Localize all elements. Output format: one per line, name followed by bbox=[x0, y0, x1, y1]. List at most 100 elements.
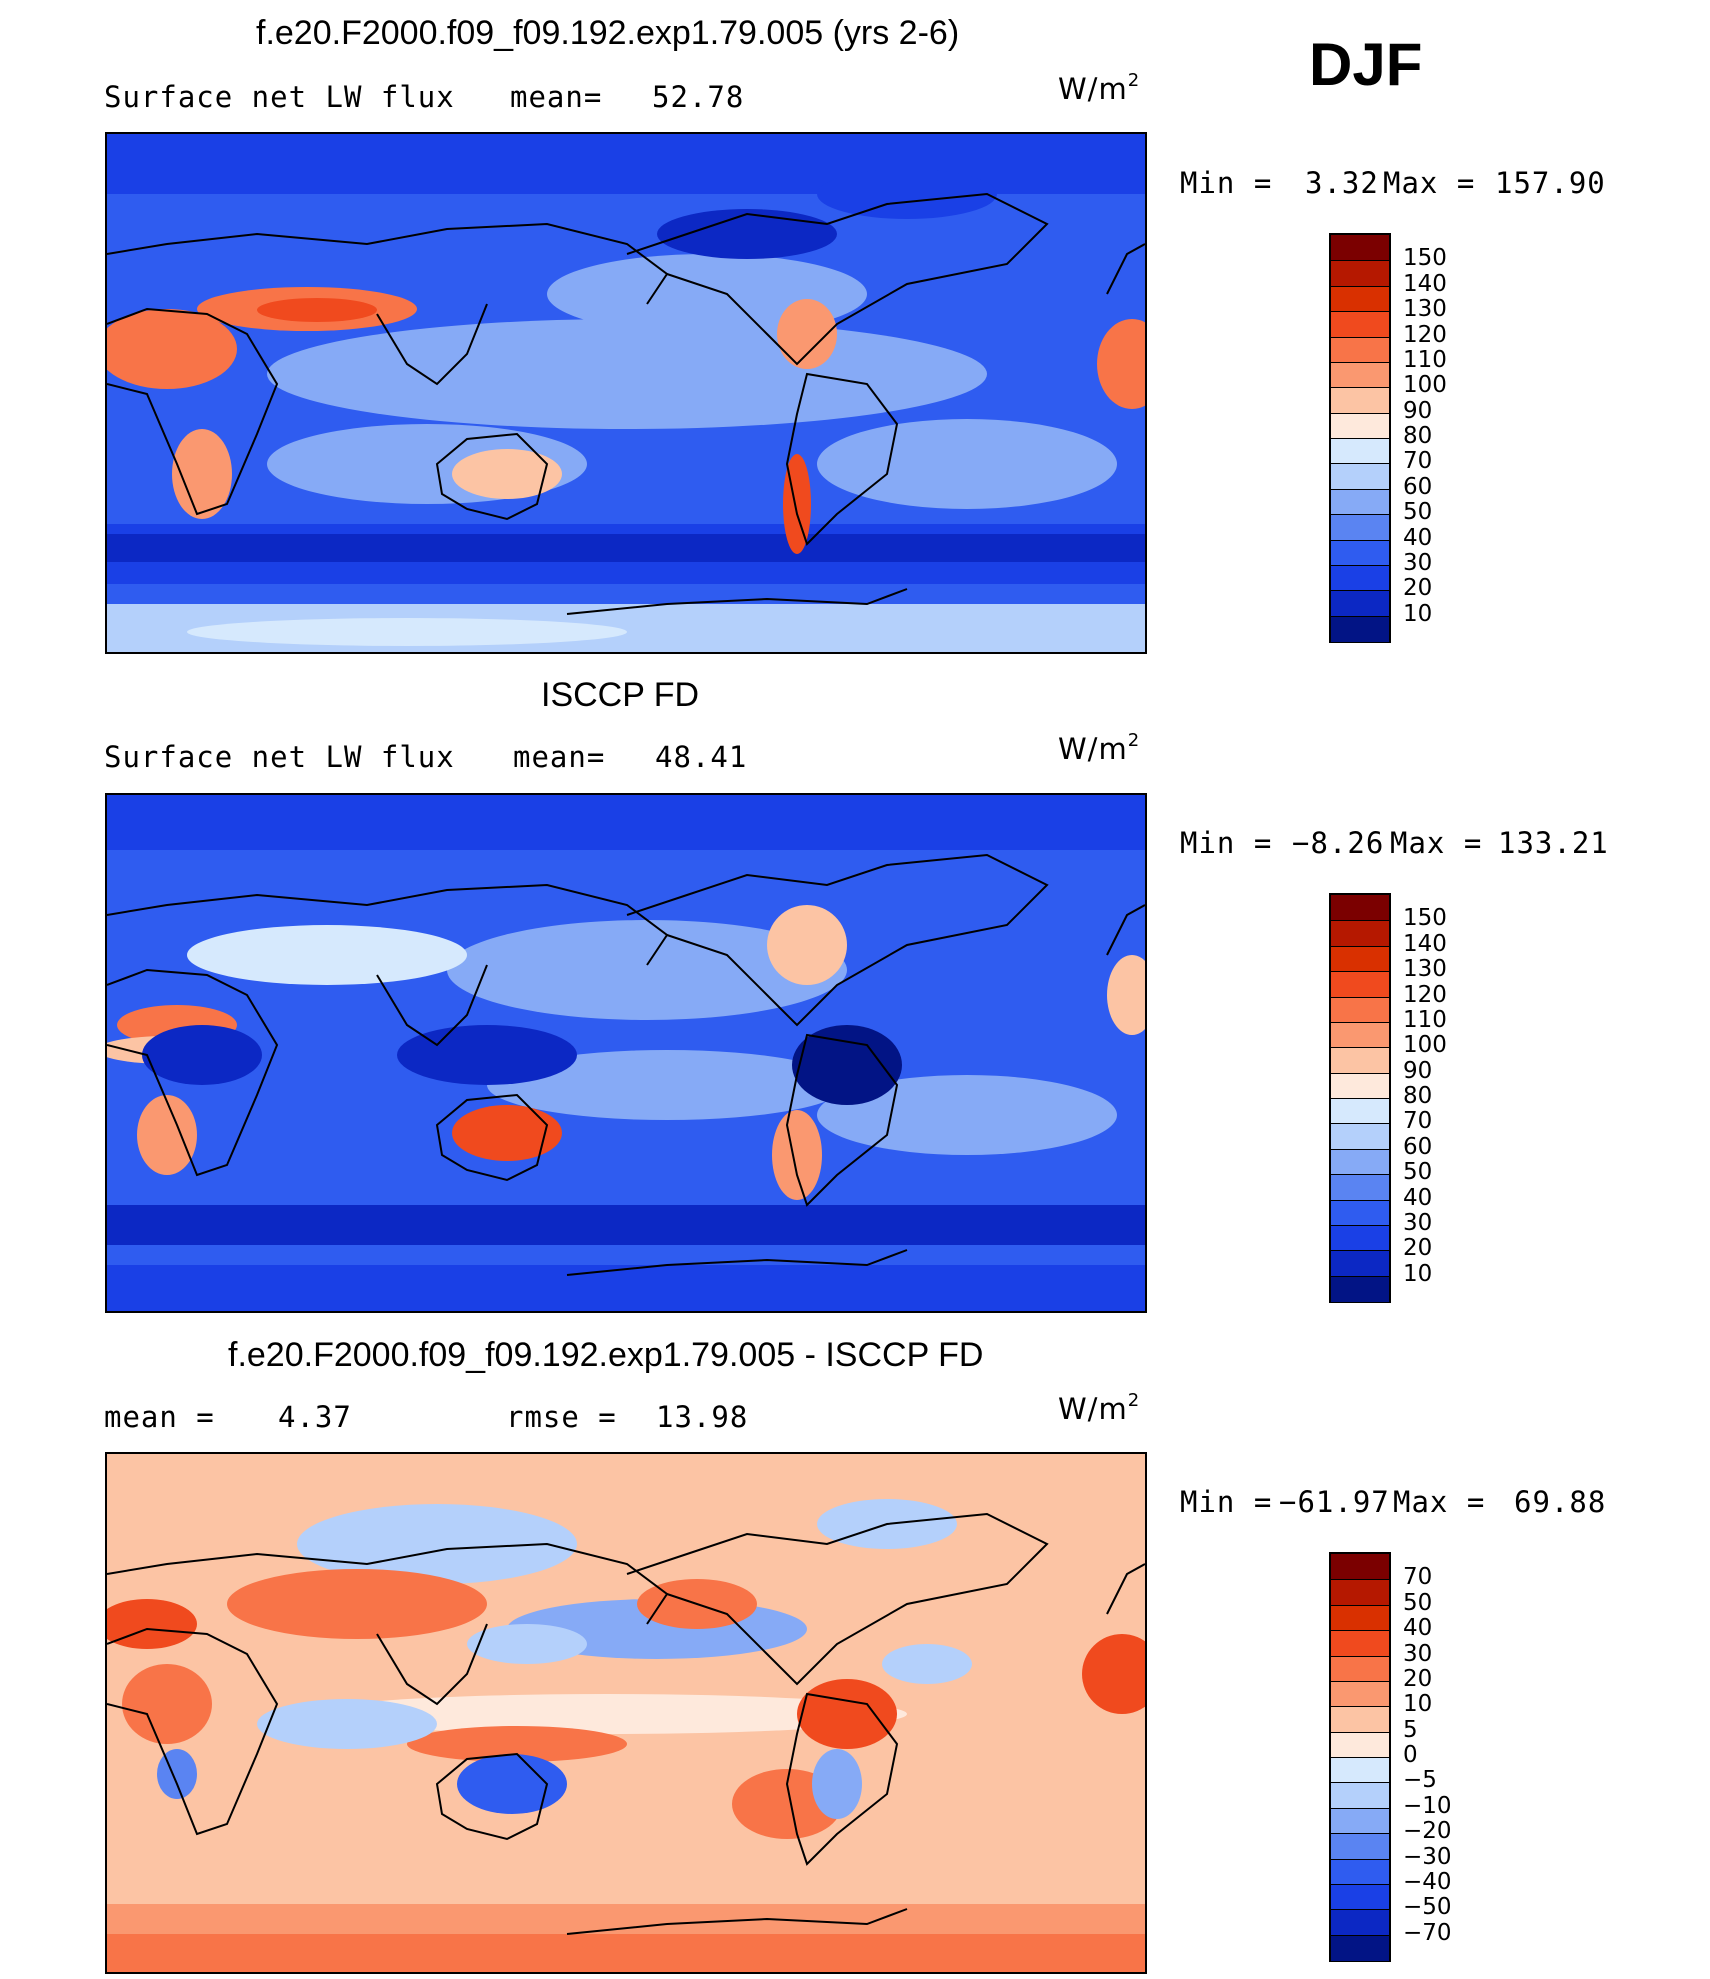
season-label: DJF bbox=[1309, 31, 1423, 98]
colorbar-swatch bbox=[1331, 1807, 1389, 1834]
colorbar-swatch bbox=[1331, 1275, 1389, 1302]
panel-1-title: f.e20.F2000.f09_f09.192.exp1.79.005 (yrs… bbox=[256, 14, 960, 52]
colorbar-tick-label: 140 bbox=[1403, 270, 1447, 297]
colorbar-tick-label: 60 bbox=[1403, 473, 1433, 500]
panel-3-units: W/m2 bbox=[1058, 1390, 1141, 1426]
panel-2-map bbox=[105, 793, 1147, 1313]
colorbar-swatch bbox=[1331, 1909, 1389, 1936]
colorbar-divider bbox=[1331, 1047, 1389, 1049]
colorbar-tick-label: 60 bbox=[1403, 1133, 1433, 1160]
colorbar-divider bbox=[1331, 285, 1389, 287]
panel-1-map bbox=[105, 132, 1147, 654]
colorbar-swatch bbox=[1331, 920, 1389, 947]
colorbar-tick-label: 70 bbox=[1403, 448, 1433, 475]
colorbar-tick-label: 150 bbox=[1403, 245, 1447, 272]
colorbar-divider bbox=[1331, 1604, 1389, 1606]
panel-2-max-value: 133.21 bbox=[1498, 826, 1609, 860]
colorbar-divider bbox=[1331, 463, 1389, 465]
colorbar-tick-label: −50 bbox=[1403, 1894, 1452, 1921]
colorbar-tick-label: 80 bbox=[1403, 1083, 1433, 1109]
colorbar-swatch bbox=[1331, 336, 1389, 363]
colorbar-divider bbox=[1331, 1706, 1389, 1708]
panel-3-map bbox=[105, 1452, 1147, 1974]
colorbar-swatch bbox=[1331, 1858, 1389, 1885]
colorbar-divider bbox=[1331, 1858, 1389, 1860]
colorbar-divider bbox=[1331, 1934, 1389, 1936]
colorbar-divider bbox=[1331, 387, 1389, 389]
colorbar-tick-label: 20 bbox=[1403, 1235, 1433, 1262]
panel-3-max-value: 69.88 bbox=[1514, 1485, 1607, 1519]
colorbar-divider bbox=[1331, 1579, 1389, 1581]
panel-1-min-value: 3.32 bbox=[1305, 166, 1379, 200]
colorbar-swatch bbox=[1331, 1072, 1389, 1099]
colorbar-tick-label: 110 bbox=[1403, 1006, 1447, 1033]
panel-1-colorbar bbox=[1329, 233, 1391, 643]
colorbar-swatch bbox=[1331, 1047, 1389, 1074]
colorbar-swatch bbox=[1331, 311, 1389, 337]
colorbar-swatch bbox=[1331, 1833, 1389, 1859]
panel-3-min-label: Min = bbox=[1180, 1485, 1273, 1519]
colorbar-divider bbox=[1331, 1807, 1389, 1809]
colorbar-tick-label: 40 bbox=[1403, 524, 1433, 551]
colorbar-tick-label: 40 bbox=[1403, 1184, 1433, 1211]
colorbar-tick-label: 50 bbox=[1403, 1159, 1433, 1186]
colorbar-divider bbox=[1331, 438, 1389, 439]
colorbar-divider bbox=[1331, 996, 1389, 998]
colorbar-divider bbox=[1331, 564, 1389, 566]
panel-2-variable-label: Surface net LW flux bbox=[104, 740, 455, 774]
colorbar-divider bbox=[1331, 311, 1389, 313]
colorbar-swatch bbox=[1331, 1604, 1389, 1631]
colorbar-divider bbox=[1331, 1275, 1389, 1277]
colorbar-tick-label: −40 bbox=[1403, 1868, 1452, 1895]
panel-1-mean-label: mean= bbox=[510, 80, 603, 114]
colorbar-swatch bbox=[1331, 1098, 1389, 1124]
colorbar-divider bbox=[1331, 1883, 1389, 1885]
panel-1-units: W/m2 bbox=[1058, 70, 1141, 106]
colorbar-divider bbox=[1331, 336, 1389, 338]
colorbar-divider bbox=[1331, 361, 1389, 363]
colorbar-swatch bbox=[1331, 1706, 1389, 1733]
colorbar-divider bbox=[1331, 1250, 1389, 1252]
colorbar-tick-label: 140 bbox=[1403, 930, 1447, 957]
panel-1-mean-value: 52.78 bbox=[652, 80, 745, 114]
colorbar-swatch bbox=[1331, 1199, 1389, 1226]
colorbar-divider bbox=[1331, 945, 1389, 947]
colorbar-tick-label: −20 bbox=[1403, 1818, 1452, 1845]
colorbar-swatch bbox=[1331, 615, 1389, 642]
colorbar-swatch bbox=[1331, 514, 1389, 540]
colorbar-swatch bbox=[1331, 1883, 1389, 1910]
colorbar-swatch bbox=[1331, 1757, 1389, 1783]
colorbar-tick-label: 10 bbox=[1403, 1260, 1433, 1287]
colorbar-divider bbox=[1331, 1123, 1389, 1125]
colorbar-tick-label: 100 bbox=[1403, 1032, 1447, 1059]
colorbar-divider bbox=[1331, 1630, 1389, 1632]
panel-1-max-label: Max = bbox=[1383, 166, 1476, 200]
colorbar-divider bbox=[1331, 1655, 1389, 1657]
colorbar-tick-label: 100 bbox=[1403, 372, 1447, 399]
colorbar-divider bbox=[1331, 1680, 1389, 1682]
colorbar-tick-label: 0 bbox=[1403, 1742, 1418, 1768]
panel-3-min-value: −61.97 bbox=[1279, 1485, 1390, 1519]
panel-2-title: ISCCP FD bbox=[541, 676, 700, 714]
colorbar-tick-label: 30 bbox=[1403, 1640, 1433, 1667]
colorbar-divider bbox=[1331, 590, 1389, 592]
colorbar-swatch bbox=[1331, 1250, 1389, 1277]
colorbar-swatch bbox=[1331, 1174, 1389, 1200]
colorbar-divider bbox=[1331, 1148, 1389, 1150]
colorbar-tick-label: 150 bbox=[1403, 905, 1447, 932]
colorbar-swatch bbox=[1331, 1731, 1389, 1758]
colorbar-swatch bbox=[1331, 564, 1389, 591]
colorbar-divider bbox=[1331, 615, 1389, 617]
colorbar-tick-label: 30 bbox=[1403, 1209, 1433, 1236]
panel-3-rmse-label: rmse = bbox=[506, 1400, 617, 1434]
panel-2-mean-label: mean= bbox=[513, 740, 606, 774]
colorbar-tick-label: 20 bbox=[1403, 1665, 1433, 1692]
colorbar-divider bbox=[1331, 1909, 1389, 1911]
panel-2-colorbar bbox=[1329, 893, 1391, 1303]
colorbar-swatch bbox=[1331, 590, 1389, 617]
panel-3-rmse-value: 13.98 bbox=[656, 1400, 749, 1434]
colorbar-tick-label: 10 bbox=[1403, 1691, 1433, 1718]
colorbar-divider bbox=[1331, 412, 1389, 414]
colorbar-divider bbox=[1331, 260, 1389, 262]
panel-3-title: f.e20.F2000.f09_f09.192.exp1.79.005 - IS… bbox=[228, 1336, 984, 1374]
